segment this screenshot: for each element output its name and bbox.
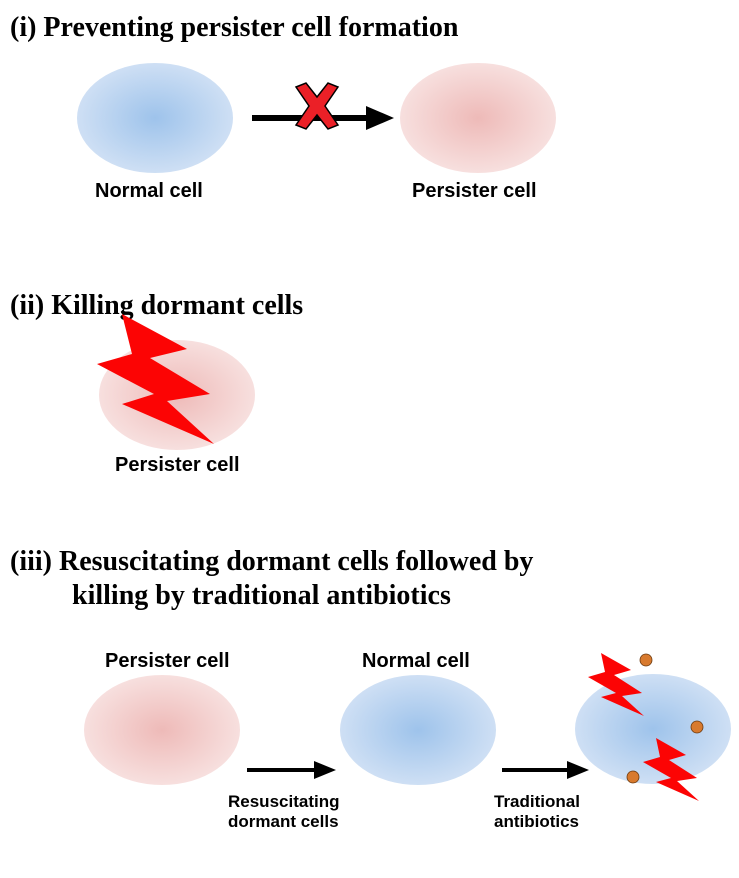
section2-lightning-icon [72,309,217,454]
section1-persister-label: Persister cell [412,180,537,203]
section1-normal-label: Normal cell [95,180,203,203]
section3-antibiotic-dot2 [690,720,704,734]
section1-heading: (i) Preventing persister cell formation [10,12,458,44]
section3-persister-cell [84,675,240,785]
section3-antibiotic-dot3 [626,770,640,784]
section3-persister-label: Persister cell [105,650,230,673]
section3-heading-line2: killing by traditional antibiotics [72,580,451,612]
section3-antibiotic-dot1 [639,653,653,667]
section3-lightning2-icon [631,735,701,805]
section3-arrow2 [499,756,591,784]
section3-lightning1-icon [576,650,646,720]
section3-arrow1-label1: Resuscitating [228,792,339,812]
section3-normal-cell [340,675,496,785]
section3-arrow2-label1: Traditional [494,792,580,812]
section3-arrow2-label2: antibiotics [494,812,579,832]
section3-normal-label: Normal cell [362,650,470,673]
section3-arrow1 [244,756,339,784]
section3-arrow1-label2: dormant cells [228,812,339,832]
section1-persister-cell [400,63,556,173]
section1-normal-cell [77,63,233,173]
section2-persister-label: Persister cell [115,454,240,477]
section3-heading-line1: (iii) Resuscitating dormant cells follow… [10,546,533,578]
section1-cross-icon [288,79,346,137]
